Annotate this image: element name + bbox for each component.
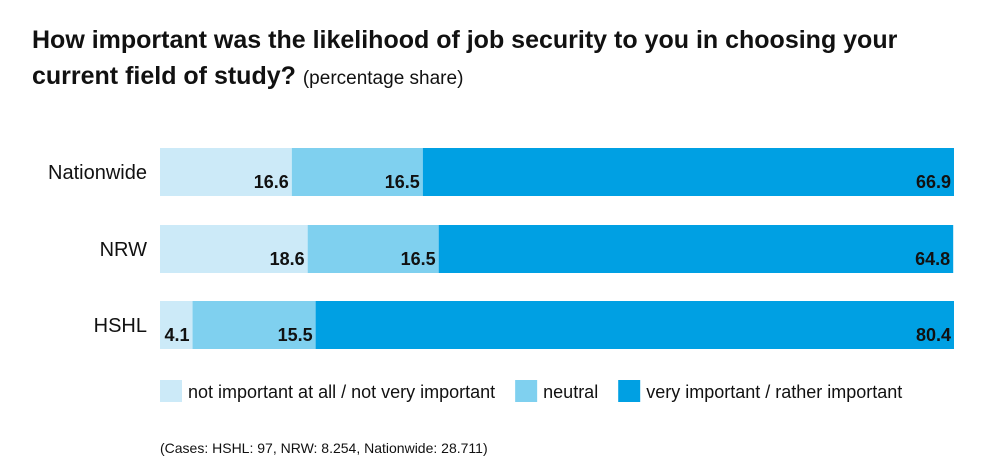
legend-swatch xyxy=(618,380,641,402)
data-label: 16.5 xyxy=(385,172,420,192)
bar-segment xyxy=(291,148,423,196)
data-label: 16.5 xyxy=(401,249,436,269)
category-label: Nationwide xyxy=(48,162,147,184)
legend-label: neutral xyxy=(543,382,598,402)
data-label: 66.9 xyxy=(916,172,951,192)
chart-title-text: How important was the likelihood of job … xyxy=(32,26,898,90)
chart-title: How important was the likelihood of job … xyxy=(32,22,972,97)
data-label: 80.4 xyxy=(916,325,951,345)
chart-subtitle: (percentage share) xyxy=(302,68,464,89)
cases-note: (Cases: HSHL: 97, NRW: 8.254, Nationwide… xyxy=(160,440,488,456)
data-label: 64.8 xyxy=(915,249,950,269)
category-label: NRW xyxy=(100,239,148,261)
bar-segment xyxy=(315,301,954,349)
data-label: 4.1 xyxy=(165,325,190,345)
data-label: 18.6 xyxy=(270,249,305,269)
category-label: HSHL xyxy=(94,315,147,337)
bar-segment xyxy=(438,225,954,273)
legend-label: not important at all / not very importan… xyxy=(188,382,495,402)
bar-segment xyxy=(160,225,308,273)
data-label: 16.6 xyxy=(254,172,289,192)
bar-segment xyxy=(307,225,439,273)
legend-swatch xyxy=(515,380,538,402)
data-label: 15.5 xyxy=(278,325,313,345)
bar-segment xyxy=(192,301,316,349)
bar-segment xyxy=(160,301,193,349)
legend-label: very important / rather important xyxy=(646,382,902,402)
bar-segment xyxy=(422,148,955,196)
bar-segment xyxy=(160,148,292,196)
legend-swatch xyxy=(160,380,182,402)
